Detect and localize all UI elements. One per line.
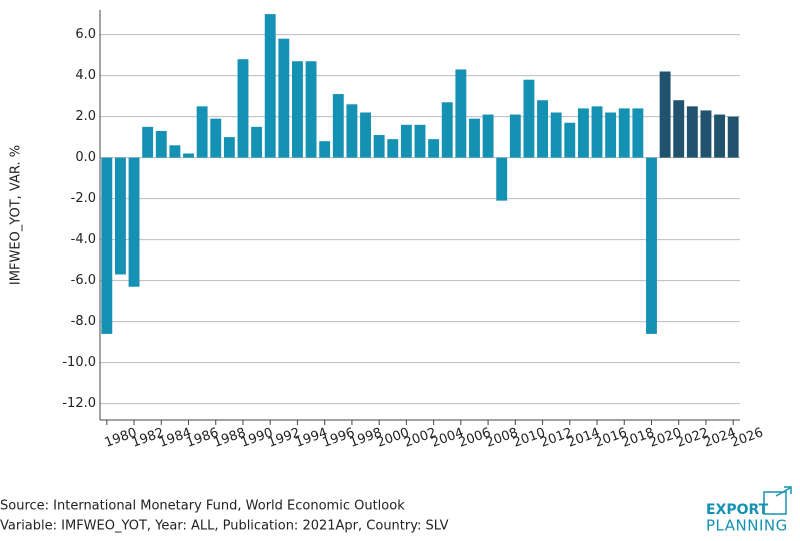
bar — [727, 116, 739, 158]
bar — [659, 71, 671, 158]
bar — [605, 112, 617, 158]
bar — [509, 114, 521, 158]
bar — [700, 110, 712, 158]
bar — [223, 137, 235, 158]
y-tick-label: -4.0 — [71, 232, 96, 247]
bar — [360, 112, 371, 158]
bar — [346, 104, 358, 158]
bar — [128, 157, 140, 287]
bar — [332, 94, 344, 158]
bar — [183, 153, 194, 158]
bar — [101, 157, 113, 334]
logo-arrow — [775, 486, 792, 497]
y-axis-label: IMFWEO_YOT, VAR. % — [9, 145, 24, 285]
bar — [237, 59, 249, 158]
bar — [482, 114, 494, 158]
bar — [632, 108, 644, 158]
y-tick-label: -8.0 — [71, 314, 96, 329]
variable-note: Variable: IMFWEO_YOT, Year: ALL, Publica… — [0, 519, 449, 534]
bar — [673, 100, 685, 158]
logo-text: EXPORT — [706, 502, 769, 518]
bar — [251, 126, 263, 158]
source-note: Source: International Monetary Fund, Wor… — [0, 499, 405, 514]
y-tick-label: -12.0 — [62, 396, 96, 411]
bar — [414, 124, 426, 158]
x-tick-label: 2026 — [729, 425, 765, 450]
bar — [496, 157, 508, 201]
bar — [441, 102, 453, 158]
bar — [155, 130, 167, 158]
bar — [305, 61, 317, 158]
bar — [469, 118, 480, 158]
bar — [373, 135, 385, 158]
logo-text: PLANNING — [706, 517, 788, 535]
bar — [564, 122, 576, 158]
y-tick-label: -10.0 — [62, 355, 96, 370]
bar — [577, 108, 589, 158]
bar — [278, 38, 290, 158]
y-tick-label: 0.0 — [75, 150, 96, 165]
bar — [264, 14, 276, 158]
bar — [591, 106, 603, 158]
bar — [686, 106, 698, 158]
logo: EXPORT PLANNING — [706, 486, 792, 535]
bar — [292, 61, 303, 158]
y-tick-label: -6.0 — [71, 273, 96, 288]
bar — [618, 108, 630, 158]
bar — [537, 100, 548, 158]
bar — [714, 114, 726, 158]
y-tick-label: 6.0 — [75, 27, 96, 42]
logo-box — [763, 491, 787, 515]
y-tick-label: 2.0 — [75, 109, 96, 124]
y-tick-label: -2.0 — [71, 191, 96, 206]
y-tick-label: 4.0 — [75, 68, 96, 83]
bar — [550, 112, 562, 158]
bar — [646, 157, 657, 334]
bar — [400, 124, 412, 158]
bar — [114, 157, 126, 275]
bar — [387, 139, 399, 158]
bar — [142, 126, 154, 158]
bar — [196, 106, 208, 158]
bar — [169, 145, 181, 158]
bar — [210, 118, 222, 158]
bar — [428, 139, 440, 158]
bar — [319, 141, 331, 158]
bar — [455, 69, 467, 158]
bar — [523, 79, 535, 158]
